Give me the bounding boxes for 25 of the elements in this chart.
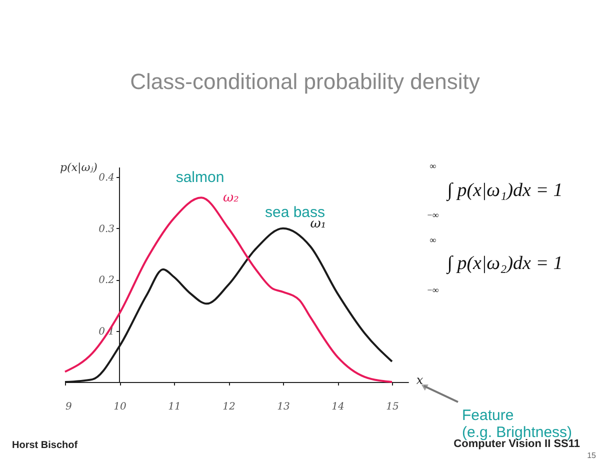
- x-tick-label: 14: [332, 402, 344, 412]
- text: Computer Vision II SS11: [454, 438, 580, 450]
- x-tick-label: 9: [66, 402, 72, 412]
- text: ∫ p(x|ω₁)dx = 1: [446, 180, 563, 202]
- x-tick-label: 13: [277, 402, 290, 412]
- line-series: [64, 196, 393, 383]
- text: ∫ p(x|ω₂)dx = 1: [446, 253, 563, 275]
- x-tick-label: 11: [168, 402, 181, 412]
- x-tick-label: 12: [222, 402, 236, 412]
- y-axis-title: p(x|ωⱼ): [60, 161, 98, 174]
- annotation: salmon: [176, 169, 224, 186]
- y-tick-label: 0.2: [98, 275, 114, 286]
- chart-title: Class-conditional probability density: [130, 69, 480, 94]
- text: 15: [587, 451, 597, 460]
- y-tick-label: 0.4: [98, 172, 114, 184]
- text: −∞: [427, 285, 440, 295]
- x-tick-label: 10: [114, 402, 127, 412]
- series-label: ω₂: [223, 190, 239, 206]
- x-tick-label: 15: [386, 402, 399, 412]
- text: ∞: [430, 161, 437, 171]
- y-tick-label: 0.3: [98, 224, 114, 235]
- text: Horst Bischof: [12, 440, 78, 451]
- x-axis-title: x: [416, 373, 424, 387]
- text: ∞: [430, 235, 437, 245]
- text: −∞: [427, 210, 440, 220]
